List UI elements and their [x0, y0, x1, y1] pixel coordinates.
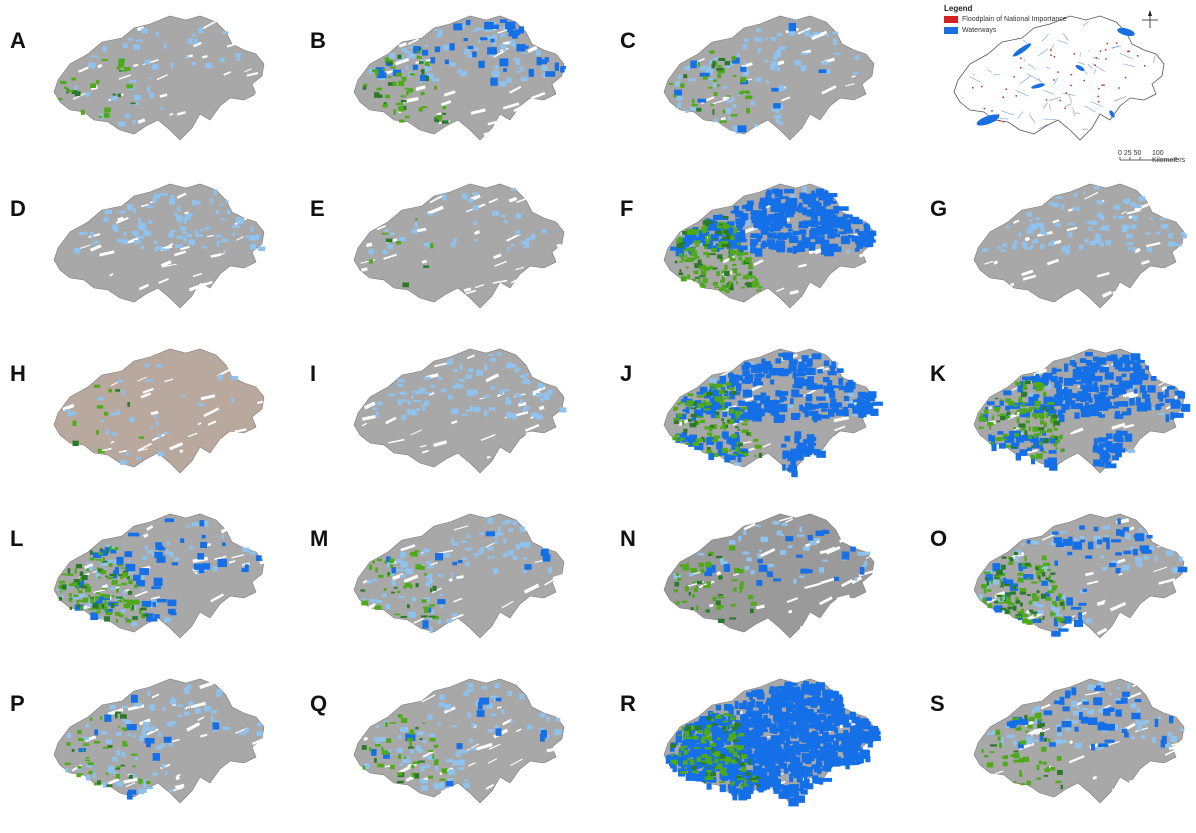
map-l — [53, 513, 267, 639]
panel-label: K — [930, 361, 946, 386]
legend-label-waterways: Waterways — [962, 27, 997, 34]
map-d — [53, 183, 266, 309]
map-panel-q: Q — [300, 663, 590, 823]
map-m — [353, 513, 569, 639]
panel-label: Q — [310, 691, 328, 716]
map-panel-a: A — [0, 0, 290, 160]
map-f — [663, 183, 877, 309]
country-shape — [53, 183, 265, 309]
map-i — [353, 348, 567, 474]
map-panel-j: J — [610, 333, 900, 493]
map-panel-g: G — [920, 168, 1196, 328]
panel-label: R — [620, 691, 636, 716]
panel-label: C — [620, 28, 636, 53]
panel-label: O — [930, 526, 948, 551]
map-panel-h: H — [0, 333, 290, 493]
panel-label: I — [310, 361, 317, 386]
panel-label: E — [310, 196, 325, 221]
overview-outline — [953, 15, 1165, 141]
panel-label: J — [620, 361, 633, 386]
country-shape — [353, 348, 565, 474]
map-panel-l: L — [0, 498, 290, 658]
map-k — [973, 348, 1191, 474]
map-c — [663, 15, 875, 141]
map-n — [663, 513, 876, 639]
country-shape — [663, 15, 875, 141]
map-panel-c: C — [610, 0, 900, 160]
map-panel-f: F — [610, 168, 900, 328]
map-s — [973, 678, 1187, 804]
map-p — [53, 678, 265, 804]
map-panel-d: D — [0, 168, 290, 328]
map-j — [663, 348, 883, 478]
scale-label-left: 0 25 50 — [1118, 150, 1142, 157]
scale-label-right: 100 Kilometers — [1152, 150, 1186, 164]
waterways-swatch — [944, 27, 958, 34]
map-e — [353, 183, 565, 309]
legend-label-floodplain: Floodplain of National Importance — [962, 16, 1067, 23]
map-panel-m: M — [300, 498, 590, 658]
legend-map-panel: Legend Floodplain of National Importance… — [940, 0, 1196, 180]
panel-label: B — [310, 28, 326, 53]
legend-item-waterways: Waterways — [944, 27, 996, 34]
north-arrow-icon — [1142, 10, 1158, 28]
legend-title: Legend — [944, 4, 973, 13]
panel-label: G — [930, 196, 948, 221]
map-h — [53, 348, 265, 474]
panel-label: N — [620, 526, 636, 551]
map-panel-k: K — [920, 333, 1196, 493]
legend-item-floodplain: Floodplain of National Importance — [944, 16, 1067, 23]
scale-bar — [1119, 157, 1177, 161]
map-panel-e: E — [300, 168, 590, 328]
panel-label: D — [10, 196, 26, 221]
map-panel-p: P — [0, 663, 290, 823]
country-shape — [53, 348, 265, 474]
map-b — [353, 15, 566, 141]
panel-label: H — [10, 361, 26, 386]
map-o — [973, 513, 1188, 639]
panel-label: F — [620, 196, 634, 221]
panel-label: A — [10, 28, 26, 53]
floodplain-swatch — [944, 16, 958, 23]
country-shape — [353, 678, 565, 804]
map-panel-b: B — [300, 0, 590, 160]
panel-label: L — [10, 526, 24, 551]
panel-label: S — [930, 691, 945, 716]
map-q — [353, 678, 565, 804]
country-shape — [973, 678, 1185, 804]
country-shape — [353, 15, 565, 141]
map-g — [973, 183, 1187, 309]
map-r — [663, 678, 881, 807]
map-panel-i: I — [300, 333, 590, 493]
overview-map — [953, 10, 1177, 161]
panel-label: M — [310, 526, 329, 551]
panel-label: P — [10, 691, 25, 716]
map-panel-n: N — [610, 498, 900, 658]
map-panel-s: S — [920, 663, 1196, 823]
map-a — [53, 15, 265, 141]
map-panel-o: O — [920, 498, 1196, 658]
country-shape — [53, 678, 265, 804]
country-shape — [353, 183, 565, 309]
map-panel-r: R — [610, 663, 900, 823]
